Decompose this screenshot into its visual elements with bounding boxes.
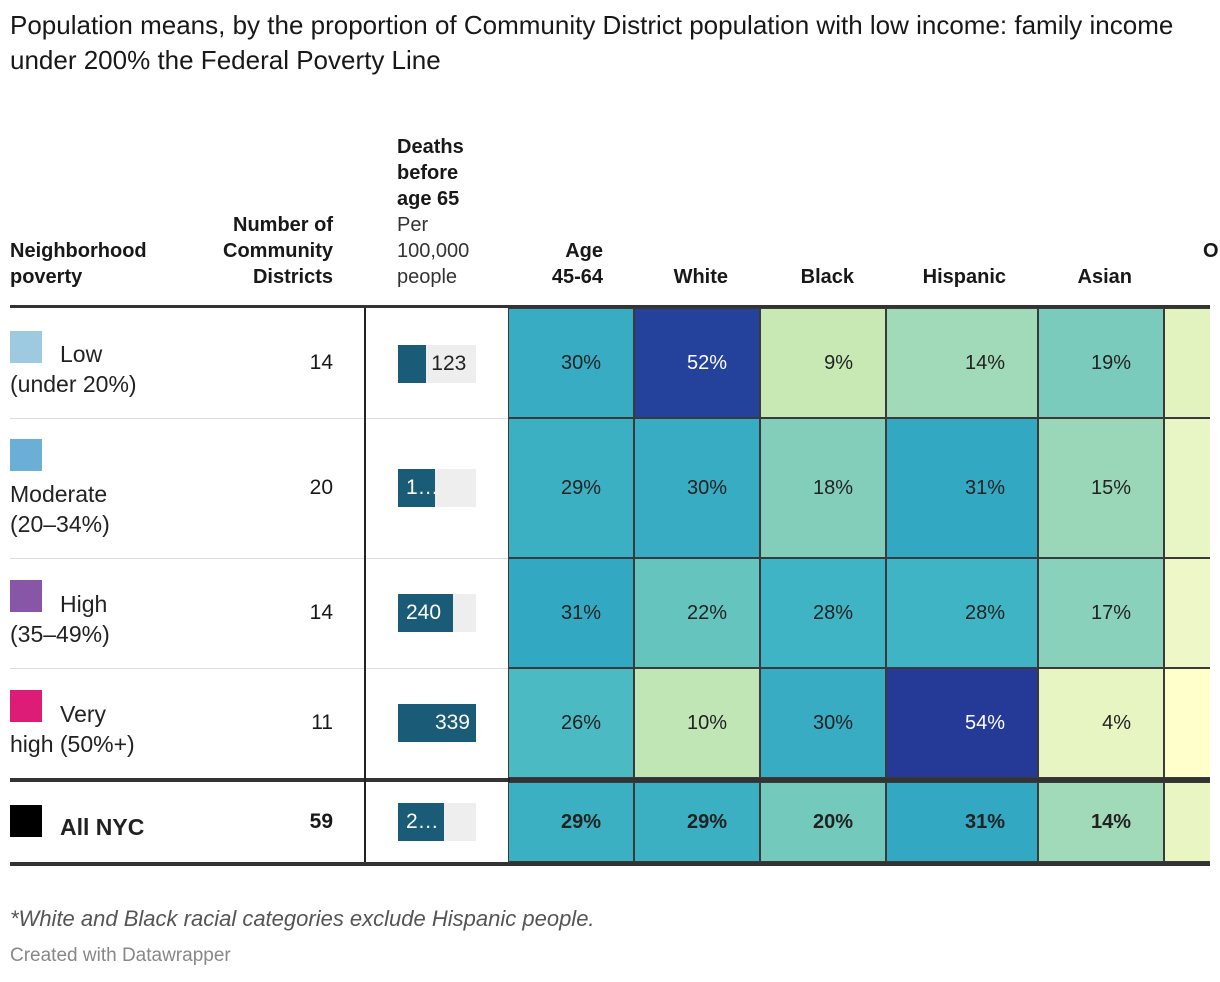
- chart-title: Population means, by the proportion of C…: [10, 10, 1174, 75]
- deaths-bar: [398, 704, 476, 742]
- heatmap-cell-age: 31%: [508, 558, 634, 668]
- deaths-bar-label: 2…: [406, 810, 439, 833]
- heatmap-cell-clipped: [1164, 668, 1210, 778]
- districts-low: 14: [309, 351, 333, 374]
- header-age: Age 45-64: [551, 240, 603, 288]
- heatmap-value: 22%: [686, 601, 727, 624]
- districts-high: 14: [309, 601, 333, 624]
- heatmap-cell-white: 29%: [634, 782, 760, 862]
- heatmap-cell-hispanic: 28%: [886, 558, 1038, 668]
- swatch-high: [10, 580, 42, 612]
- heatmap-cell-asian: 15%: [1038, 418, 1164, 558]
- heatmap-value: 20%: [812, 810, 853, 833]
- header-hispanic: Hispanic: [922, 266, 1006, 288]
- heatmap-cell-black: 9%: [760, 308, 886, 418]
- deaths-bar: [398, 469, 435, 507]
- heatmap-value: 31%: [964, 810, 1005, 833]
- heatmap-cell-asian: 4%: [1038, 668, 1164, 778]
- header-white: White: [673, 266, 728, 288]
- deaths-bar-label: 1…: [406, 476, 435, 499]
- districts-all-nyc: 59: [309, 810, 333, 833]
- heatmap-value: 9%: [824, 351, 853, 374]
- heatmap-value: 54%: [964, 711, 1005, 734]
- heatmap-value: 30%: [812, 711, 853, 734]
- header-rule: [10, 305, 1210, 308]
- header-districts: Number of Community Districts: [223, 214, 333, 288]
- heatmap-value: 17%: [1090, 601, 1131, 624]
- heatmap-cell-white: 10%: [634, 668, 760, 778]
- heatmap-cell-age: 26%: [508, 668, 634, 778]
- heatmap-value: 31%: [964, 476, 1005, 499]
- heatmap-value: 30%: [686, 476, 727, 499]
- heatmap-cell-clipped: [1164, 308, 1210, 418]
- districts-moderate: 20: [309, 476, 333, 499]
- heatmap-cell-clipped: [1164, 782, 1210, 862]
- heatmap-value: 31%: [560, 601, 601, 624]
- heatmap-value: 15%: [1090, 476, 1131, 499]
- heatmap-value: 26%: [560, 711, 601, 734]
- deaths-bar: [398, 803, 445, 841]
- heatmap-cell-white: 22%: [634, 558, 760, 668]
- heatmap-value: 29%: [560, 810, 601, 833]
- heatmap-cell-asian: 14%: [1038, 782, 1164, 862]
- footnote: *White and Black racial categories exclu…: [10, 906, 595, 931]
- heatmap-cell-black: 28%: [760, 558, 886, 668]
- row-label-high: High (35–49%): [10, 591, 110, 647]
- bottom-rule: [10, 862, 1210, 866]
- deaths-bar-label: 339: [434, 711, 470, 734]
- heatmap-value: 19%: [1090, 351, 1131, 374]
- deaths-bar-label: 123: [431, 352, 467, 375]
- heatmap-cell-white: 30%: [634, 418, 760, 558]
- header-deaths: Deaths before age 65 Per 100,000 people: [397, 136, 470, 288]
- heatmap-cell-hispanic: 54%: [886, 668, 1038, 778]
- heatmap-cell-asian: 19%: [1038, 308, 1164, 418]
- swatch-all-nyc: [10, 805, 42, 837]
- heatmap-cell-white: 52%: [634, 308, 760, 418]
- heatmap-cell-age: 29%: [508, 782, 634, 862]
- deaths-bar: [398, 345, 427, 383]
- heatmap-value: 10%: [686, 711, 727, 734]
- heatmap-cell-asian: 17%: [1038, 558, 1164, 668]
- header-clipped: O: [1203, 240, 1219, 262]
- heatmap-value: 52%: [686, 351, 727, 374]
- credit: Created with Datawrapper: [10, 945, 231, 966]
- heatmap-value: 14%: [964, 351, 1005, 374]
- heatmap-cell-black: 30%: [760, 668, 886, 778]
- heatmap-cell-clipped: [1164, 558, 1210, 668]
- header-asian: Asian: [1077, 266, 1132, 288]
- heatmap-value: 28%: [964, 601, 1005, 624]
- row-label-moderate: Moderate (20–34%): [10, 481, 110, 537]
- heatmap-cell-clipped: [1164, 418, 1210, 558]
- heatmap-cell-age: 30%: [508, 308, 634, 418]
- heatmap-cell-hispanic: 14%: [886, 308, 1038, 418]
- deaths-bar: [398, 594, 454, 632]
- swatch-low: [10, 331, 42, 363]
- row-label-very-high: Very high (50%+): [10, 701, 135, 757]
- header-neighborhood: Neighborhood poverty: [10, 240, 147, 288]
- header-black: Black: [800, 266, 854, 288]
- heatmap-value: 14%: [1090, 810, 1131, 833]
- heatmap-value: 18%: [812, 476, 853, 499]
- row-label-all-nyc: All NYC: [60, 814, 145, 840]
- column-divider: [364, 308, 366, 862]
- heatmap-cell-black: 20%: [760, 782, 886, 862]
- row-label-low: Low (under 20%): [10, 341, 137, 397]
- heatmap-cell-hispanic: 31%: [886, 418, 1038, 558]
- heatmap-value: 29%: [686, 810, 727, 833]
- heatmap-value: 29%: [560, 476, 601, 499]
- total-rule: [10, 778, 1210, 782]
- heatmap-value: 30%: [560, 351, 601, 374]
- deaths-bar-label: 240: [406, 601, 442, 624]
- districts-very-high: 11: [311, 711, 333, 734]
- heatmap-cell-age: 29%: [508, 418, 634, 558]
- swatch-moderate: [10, 439, 42, 471]
- heatmap-value: 4%: [1102, 711, 1131, 734]
- heatmap-cell-black: 18%: [760, 418, 886, 558]
- heatmap-cell-hispanic: 31%: [886, 782, 1038, 862]
- heatmap-value: 28%: [812, 601, 853, 624]
- swatch-very-high: [10, 690, 42, 722]
